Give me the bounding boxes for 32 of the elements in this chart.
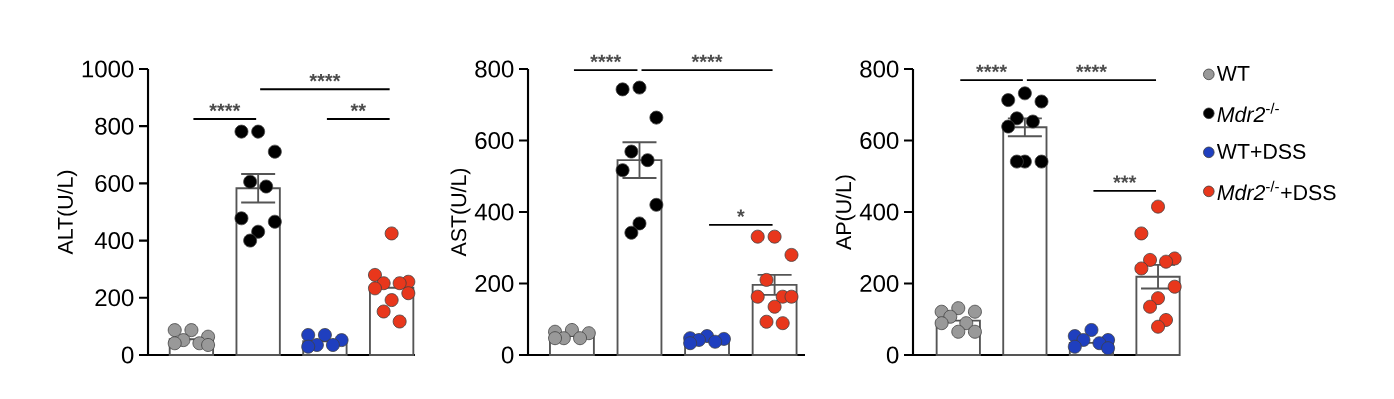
annotation: **** (309, 73, 341, 82)
y-tick-label: 200 (860, 274, 899, 292)
annotation: * (736, 209, 745, 217)
y-tick-label: 600 (860, 131, 899, 149)
y-tick-label: 400 (859, 203, 899, 221)
y-tick-label: 600 (95, 174, 134, 192)
y-tick-label: 200 (475, 274, 514, 292)
text: **** (691, 54, 723, 63)
y-axis-title: ALT(U/L) (57, 170, 78, 255)
y-tick-label: 0 (121, 346, 134, 364)
y-tick-label: 600 (475, 131, 514, 149)
text: **** (590, 54, 622, 63)
legend-label: WT+DSS (1216, 143, 1306, 159)
annotation: *** (1113, 175, 1137, 183)
y-tick-label: 400 (474, 203, 514, 221)
y-tick-label: 800 (475, 60, 514, 78)
y-tick-label: 0 (886, 346, 899, 364)
y-tick-label: 0 (501, 346, 514, 364)
annotation: ** (350, 103, 367, 112)
y-tick-label: 400 (94, 232, 134, 250)
annotation: **** (209, 103, 241, 112)
y-tick-label: 1000 (82, 60, 134, 78)
y-tick-label: 200 (95, 289, 134, 307)
y-tick-label: 800 (95, 117, 134, 135)
legend-label: Mdr2$^{-/-}$ (1217, 102, 1279, 123)
annotation: **** (976, 64, 1008, 73)
legend-label: WT (1216, 66, 1250, 81)
legend-label: Mdr2$^{-/-}$+DSS (1217, 180, 1336, 201)
y-axis-title: AST(U/L) (450, 168, 471, 257)
y-tick-label: 800 (860, 60, 899, 78)
y-axis-title: AP(U/L) (835, 175, 856, 250)
annotation: **** (1075, 64, 1107, 73)
